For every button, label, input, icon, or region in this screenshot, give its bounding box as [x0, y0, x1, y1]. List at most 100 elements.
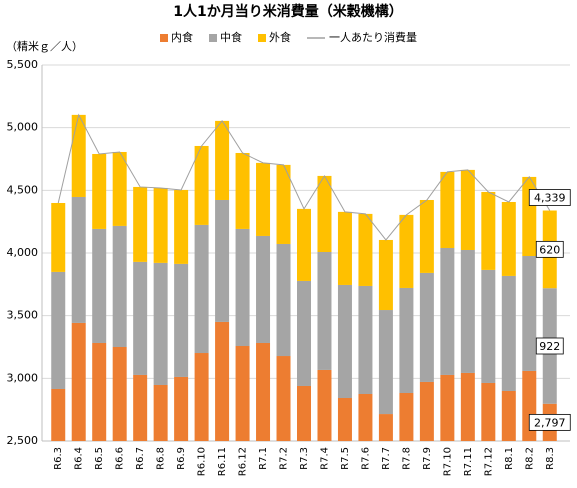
bar-segment — [337, 284, 352, 399]
y-tick-label: 3,000 — [7, 371, 39, 384]
bar-segment — [317, 369, 332, 441]
data-label-text: 2,797 — [534, 416, 566, 429]
bar-segment — [153, 187, 168, 263]
bar-segment — [460, 249, 475, 373]
x-tick-label: R6.9 — [176, 447, 187, 470]
bar-segment — [297, 280, 311, 386]
bar-segment — [399, 287, 414, 393]
bar-segment — [337, 211, 352, 285]
x-tick-label: R8.2 — [524, 447, 535, 470]
legend-label: 外食 — [269, 30, 291, 44]
bar-segment — [378, 239, 393, 311]
bar-segment — [276, 164, 291, 244]
bar-segment — [440, 171, 455, 248]
x-tick-label: R7.6 — [360, 447, 371, 470]
bar-segment — [71, 196, 86, 323]
bar-segment — [256, 235, 271, 343]
bar-segment — [256, 342, 271, 441]
bar-segment — [133, 186, 148, 262]
x-tick-label: R7.11 — [463, 447, 474, 476]
bar-segment — [112, 347, 127, 441]
x-tick-label: R7.2 — [279, 447, 290, 470]
bar-segment — [399, 392, 414, 441]
bar-segment — [235, 345, 250, 441]
bar-segment — [71, 322, 86, 441]
bar-segment — [276, 243, 291, 357]
y-axis-label: （精米ｇ／人） — [6, 40, 83, 53]
bar-segment — [297, 208, 311, 281]
data-label-text: 4,339 — [534, 192, 566, 205]
x-tick-label: R7.12 — [483, 447, 494, 476]
data-label-box — [528, 413, 571, 431]
x-tick-label: R6.7 — [135, 447, 146, 470]
bar-segment — [153, 384, 168, 441]
bar-segment — [51, 271, 66, 389]
bar-segment — [481, 382, 496, 441]
bar-segment — [215, 120, 230, 200]
bar-segment — [419, 381, 434, 441]
x-tick-label: R7.4 — [319, 447, 330, 470]
bar-segment — [153, 262, 168, 385]
bar-segment — [317, 175, 332, 252]
x-tick-label: R6.11 — [217, 447, 228, 476]
bar-segment — [460, 372, 475, 441]
x-tick-label: R8.1 — [504, 447, 515, 470]
legend-swatch — [160, 34, 168, 42]
x-tick-label: R7.9 — [422, 447, 433, 470]
bar-segment — [501, 275, 516, 391]
bar-segment — [317, 251, 332, 370]
x-tick-label: R6.12 — [238, 447, 249, 476]
data-label-text: 922 — [539, 340, 560, 353]
bar-segment — [358, 213, 373, 286]
bar-segment — [276, 356, 291, 441]
bar-segment — [481, 269, 496, 383]
bar-segment — [235, 228, 250, 346]
x-tick-label: R6.10 — [197, 447, 208, 476]
bar-segment — [133, 374, 148, 441]
x-tick-label: R7.10 — [442, 447, 453, 476]
x-tick-label: R7.8 — [401, 447, 412, 470]
bar-segment — [419, 272, 434, 382]
bar-segment — [215, 321, 230, 441]
bar-segment — [481, 191, 496, 270]
y-tick-label: 3,500 — [7, 309, 39, 322]
bar-segment — [522, 256, 537, 371]
x-tick-label: R6.4 — [74, 447, 85, 470]
bar-segment — [440, 374, 455, 441]
bar-segment — [51, 202, 66, 272]
y-tick-label: 5,500 — [7, 58, 39, 71]
data-label-box — [535, 337, 564, 355]
bar-segment — [194, 224, 209, 354]
y-tick-label: 2,500 — [7, 434, 39, 447]
legend-label: 内食 — [171, 30, 193, 44]
bar-segment — [92, 342, 107, 441]
x-tick-label: R6.5 — [94, 447, 105, 470]
bar-segment — [501, 390, 516, 441]
legend-label: 一人あたり消費量 — [329, 30, 417, 44]
bar-segment — [256, 162, 271, 236]
bar-segment — [378, 414, 393, 441]
bar-segment — [358, 285, 373, 394]
bar-segment — [194, 145, 209, 225]
y-tick-label: 5,000 — [7, 121, 39, 134]
x-tick-label: R7.5 — [340, 447, 351, 470]
legend-swatch — [209, 34, 217, 42]
data-label: 4,339 — [528, 189, 571, 206]
bar-segment — [71, 114, 86, 197]
bar-segment — [358, 394, 373, 441]
bar-segment — [337, 398, 352, 441]
bar-segment — [112, 151, 127, 226]
bar-segment — [112, 225, 127, 347]
chart-title: 1人1か月当り米消費量（米穀機構） — [173, 3, 402, 20]
bar-segment — [92, 153, 107, 229]
bar-segment — [440, 247, 455, 375]
total-line — [57, 113, 551, 241]
x-tick-label: R8.3 — [545, 447, 556, 470]
bar-segment — [174, 376, 189, 441]
x-tick-label: R6.3 — [53, 447, 64, 470]
bar-segment — [522, 176, 537, 257]
y-tick-label: 4,500 — [7, 183, 39, 196]
data-label: 922 — [535, 337, 564, 355]
y-tick-label: 4,000 — [7, 246, 39, 259]
